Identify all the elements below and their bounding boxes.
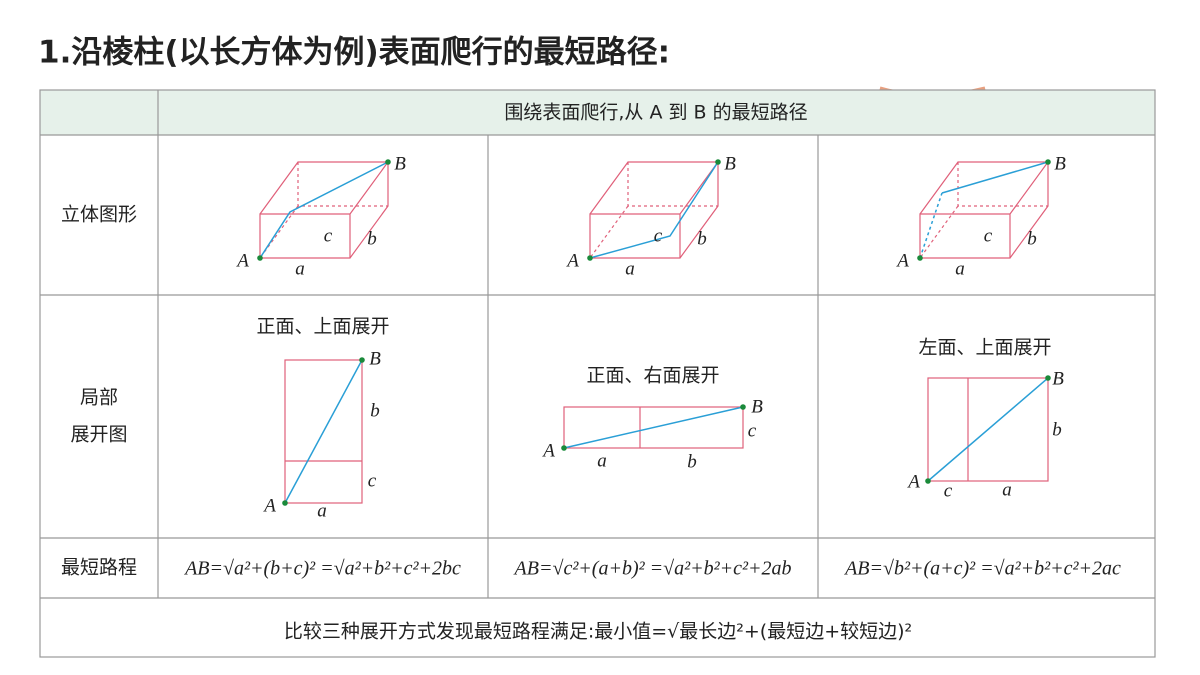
shortest-path (589, 161, 719, 259)
formula: AB=√a²+(b+c)² =√a²+b²+c²+2bc (183, 558, 461, 580)
unfold-label: c (944, 480, 953, 501)
solid-label: a (295, 258, 305, 279)
point-a (587, 255, 593, 261)
formula: AB=√c²+(a+b)² =√a²+b²+c²+2ab (513, 558, 792, 580)
point-a (917, 255, 923, 261)
unfold-label: A (906, 471, 920, 492)
solid-label: c (984, 225, 993, 246)
unfold-label: a (597, 450, 607, 471)
unfold-3 (925, 375, 1051, 484)
row-label: 立体图形 (61, 204, 137, 226)
unfold-label: c (368, 470, 377, 491)
solid-label: b (1027, 228, 1037, 249)
unfold-title: 正面、右面展开 (586, 365, 719, 387)
unfold-label: B (751, 396, 763, 417)
table (39, 89, 1156, 658)
point-b (715, 159, 721, 165)
point-b (1045, 159, 1051, 165)
row-label: 局部 (80, 387, 118, 409)
solid-label: B (394, 153, 406, 174)
unfold-title: 左面、上面展开 (918, 337, 1051, 359)
solid-label: a (625, 258, 635, 279)
unfold-label: b (1052, 419, 1062, 440)
shortest-path (259, 161, 389, 259)
point-b (385, 159, 391, 165)
solid-label: A (895, 250, 909, 271)
solid-label: A (565, 250, 579, 271)
solid-label: c (654, 225, 663, 246)
header-bg (40, 90, 1155, 135)
point-a (257, 255, 263, 261)
title: 1.沿棱柱(以长方体为例)表面爬行的最短路径: (38, 35, 670, 71)
unfold-label: B (1052, 368, 1064, 389)
unfold-label: A (262, 495, 276, 516)
shortest-path (941, 161, 1049, 194)
unfold-2 (561, 404, 746, 451)
solid-label: B (724, 153, 736, 174)
unfold-1 (282, 357, 365, 506)
unfold-label: a (1002, 479, 1012, 500)
conclusion: 比较三种展开方式发现最短路程满足:最小值=√最长边²+(最短边+较短边)² (284, 621, 912, 643)
unfold-label: B (369, 348, 381, 369)
table-header: 围绕表面爬行,从 A 到 B 的最短路径 (504, 102, 807, 124)
solid-label: a (955, 258, 965, 279)
unfold-label: c (748, 420, 757, 441)
row-label: 最短路程 (61, 557, 137, 579)
shortest-path (919, 192, 943, 259)
solid-label: A (235, 250, 249, 271)
solid-figure: A Ba b c (895, 153, 1066, 279)
formula: AB=√b²+(a+c)² =√a²+b²+c²+2ac (843, 558, 1121, 580)
unfold-title: 正面、上面展开 (256, 316, 389, 338)
solid-label: B (1054, 153, 1066, 174)
unfold-label: A (541, 440, 555, 461)
solid-figure: A Ba b c (235, 153, 406, 279)
solid-label: b (697, 228, 707, 249)
table-border (39, 89, 1156, 658)
hidden-edge (919, 162, 1048, 259)
unfold-label: b (687, 451, 697, 472)
solid-label: b (367, 228, 377, 249)
solid-label: c (324, 225, 333, 246)
hidden-edge (589, 162, 718, 259)
unfold-label: b (370, 400, 380, 421)
solid-figure: A Ba b c (565, 153, 736, 279)
unfold-label: a (317, 500, 327, 521)
hidden-edge (259, 162, 388, 259)
row-label: 展开图 (70, 424, 127, 446)
